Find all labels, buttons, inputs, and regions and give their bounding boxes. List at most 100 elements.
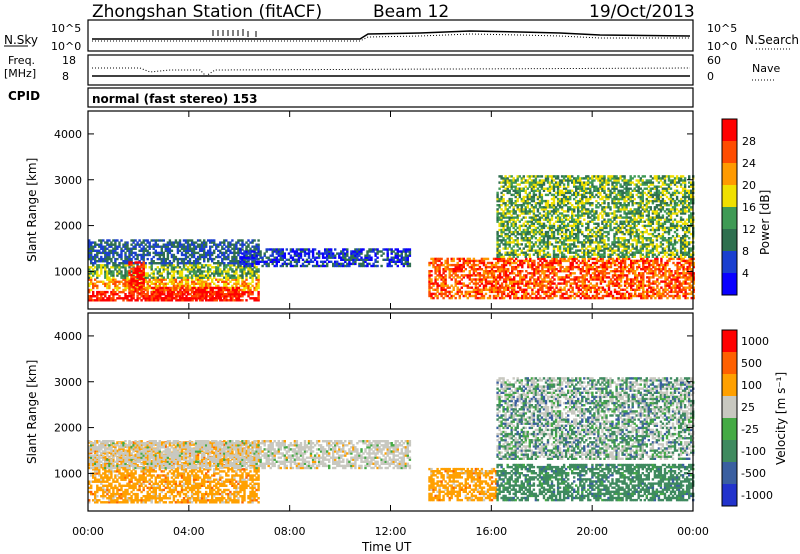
echo-cell <box>652 288 655 291</box>
echo-cell <box>106 270 109 273</box>
echo-cell <box>512 232 515 236</box>
echo-cell <box>305 248 309 251</box>
echo-cell <box>682 272 685 275</box>
echo-cell <box>556 237 560 240</box>
echo-cell <box>146 249 149 252</box>
echo-cell <box>498 296 502 300</box>
echo-cell <box>541 284 544 287</box>
echo-cell <box>488 265 492 269</box>
echo-cell <box>524 245 527 248</box>
echo-cell <box>170 278 174 281</box>
echo-cell <box>321 262 325 266</box>
echo-cell <box>540 239 544 242</box>
echo-cell <box>506 235 509 238</box>
echo-cell <box>507 261 510 265</box>
echo-cell <box>550 214 554 217</box>
echo-cell <box>130 247 133 250</box>
echo-cell <box>496 253 499 256</box>
echo-cell <box>146 297 149 300</box>
echo-cell <box>263 252 266 255</box>
echo-cell <box>124 264 127 267</box>
echo-cell <box>136 295 139 298</box>
echo-cell <box>478 288 482 291</box>
echo-cell <box>553 259 556 263</box>
echo-cell <box>98 266 101 269</box>
echo-cell <box>158 280 161 283</box>
echo-cell <box>498 253 501 256</box>
echo-cell <box>321 264 325 268</box>
echo-cell <box>102 251 105 255</box>
echo-cell <box>630 265 633 269</box>
echo-cell <box>648 263 651 267</box>
echo-cell <box>642 257 645 261</box>
echo-cell <box>178 272 182 275</box>
echo-cell <box>241 241 244 244</box>
echo-cell <box>132 245 135 248</box>
echo-cell <box>398 260 401 263</box>
echo-cell <box>215 278 218 281</box>
echo-cell <box>253 288 256 292</box>
echo-cell <box>514 228 517 232</box>
echo-cell <box>235 280 238 283</box>
echo-cell <box>219 262 222 265</box>
echo-cell <box>593 278 597 281</box>
echo-cell <box>450 274 453 277</box>
echo-cell <box>632 294 635 298</box>
echo-cell <box>223 284 226 288</box>
echo-cell <box>512 181 515 184</box>
echo-cell <box>255 270 258 273</box>
echo-cell <box>255 245 258 248</box>
echo-cell <box>154 280 157 283</box>
echo-cell <box>666 270 669 273</box>
echo-cell <box>186 299 190 302</box>
echo-cell <box>512 216 515 219</box>
echo-cell <box>510 185 513 188</box>
echo-cell <box>132 255 135 259</box>
echo-cell <box>128 299 131 302</box>
echo-cell <box>155 299 158 302</box>
echo-cell <box>575 278 578 281</box>
echo-cell <box>521 261 524 265</box>
echo-cell <box>245 248 248 251</box>
echo-cell <box>516 237 519 240</box>
echo-cell <box>198 276 202 279</box>
echo-cell <box>247 293 250 296</box>
echo-cell <box>504 263 508 267</box>
echo-cell <box>207 239 210 242</box>
echo-cell <box>161 286 164 290</box>
echo-cell <box>168 241 172 244</box>
echo-cell <box>510 251 513 254</box>
echo-cell <box>255 243 258 246</box>
echo-cell <box>134 253 137 257</box>
echo-cell <box>122 260 125 263</box>
echo-cell <box>279 258 282 261</box>
echo-cell <box>666 288 669 291</box>
echo-cell <box>593 296 597 300</box>
echo-cell <box>628 278 631 281</box>
echo-cell <box>638 286 641 289</box>
echo-cell <box>313 264 317 268</box>
echo-cell <box>504 243 507 246</box>
echo-cell <box>158 245 161 248</box>
echo-cell <box>406 262 409 266</box>
echo-cell <box>504 274 508 277</box>
echo-cell <box>114 247 117 250</box>
echo-cell <box>251 256 254 259</box>
echo-cell <box>690 276 693 279</box>
echo-cell <box>528 183 531 186</box>
echo-cell <box>88 239 91 242</box>
echo-cell <box>625 296 629 300</box>
echo-cell <box>595 290 599 294</box>
echo-cell <box>225 255 228 259</box>
echo-cell <box>494 276 498 279</box>
echo-cell <box>247 272 250 275</box>
echo-cell <box>569 296 572 300</box>
echo-cell <box>217 264 220 267</box>
echo-cell <box>235 299 239 302</box>
echo-cell <box>545 284 548 287</box>
echo-cell <box>140 253 143 257</box>
echo-cell <box>104 257 107 261</box>
echo-cell <box>180 272 184 275</box>
echo-cell <box>124 245 127 248</box>
echo-cell <box>652 263 655 267</box>
